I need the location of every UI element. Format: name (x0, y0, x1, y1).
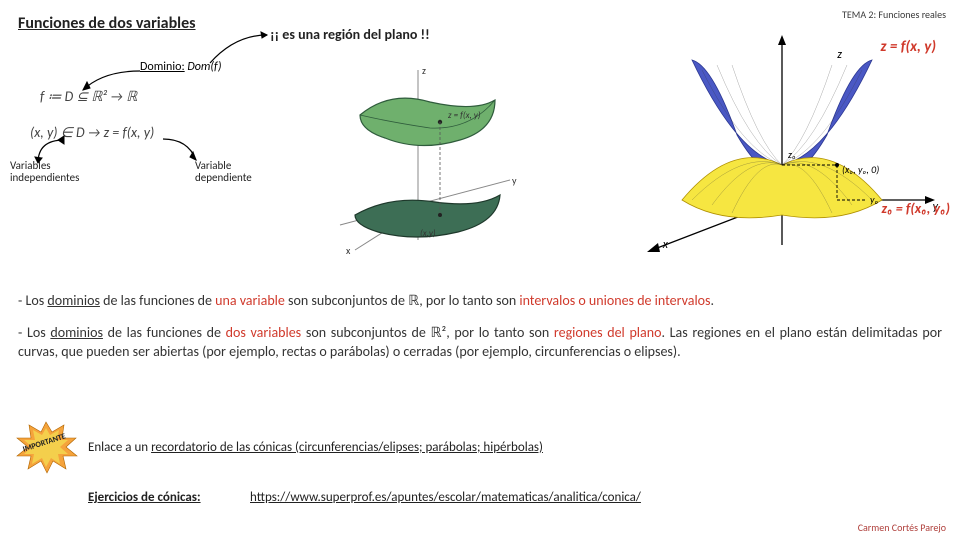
exercises-label: Ejercicios de cónicas: (88, 490, 201, 505)
arrow-dominio-to-d (78, 68, 143, 96)
conics-link[interactable]: recordatorio de las cónicas (circunferen… (151, 440, 543, 455)
formula-z-fxy: z = f(x, y) (880, 38, 936, 56)
svg-text:z = f(x, y): z = f(x, y) (448, 110, 481, 121)
svg-text:y: y (512, 174, 517, 187)
formula-z0-fxy0: z₀ = f(x₀, y₀) (881, 200, 950, 217)
svg-text:y₀: y₀ (870, 193, 878, 206)
axis-z-label: z (837, 48, 842, 62)
indep-text: Variablesindependientes (10, 159, 79, 184)
diagram-two-surfaces: z y x z = f(x, y) (x,y) (300, 60, 535, 255)
axis-x-label: x (663, 238, 668, 252)
region-callout: ¡¡ es una región del plano !! (270, 26, 430, 43)
svg-text:x: x (346, 244, 351, 255)
dep-text: Variabledependiente (195, 159, 252, 184)
diagram-saddle-surface: z₀ (x₀, y₀, 0) y₀ (632, 25, 942, 265)
dependent-var-label: Variabledependiente (195, 160, 252, 184)
independent-vars-label: Variablesindependientes (10, 160, 79, 184)
dominio-word: Dominio: (140, 60, 185, 74)
svg-text:(x,y): (x,y) (420, 228, 436, 239)
paragraph-1: - Los dominios de las funciones de una v… (18, 292, 942, 311)
svg-text:(x₀, y₀, 0): (x₀, y₀, 0) (842, 163, 879, 176)
conics-link-line: Enlace a un recordatorio de las cónicas … (88, 440, 543, 455)
arrow-dominio-to-region (205, 30, 275, 66)
header-topic: TEMA 2: Funciones reales (842, 8, 946, 21)
footer-author: Carmen Cortés Parejo (858, 521, 946, 534)
svg-text:z₀: z₀ (788, 148, 796, 161)
exercises-link[interactable]: https://www.superprof.es/apuntes/escolar… (250, 490, 641, 505)
svg-text:z: z (422, 64, 426, 77)
page-title: Funciones de dos variables (18, 14, 196, 33)
conics-prefix: Enlace a un (88, 440, 151, 455)
paragraph-2: - Los dominios de las funciones de dos v… (18, 324, 942, 362)
